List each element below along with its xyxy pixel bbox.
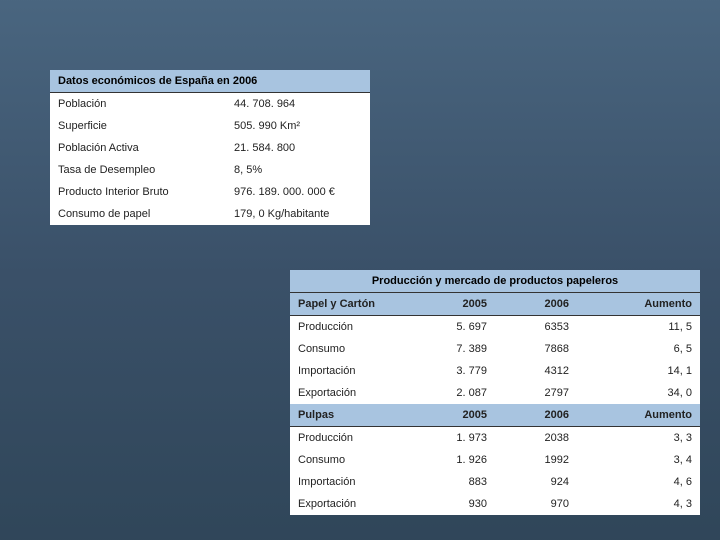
table2-title: Producción y mercado de productos papele…: [290, 270, 700, 293]
table1-body: Población44. 708. 964 Superficie505. 990…: [50, 93, 370, 226]
table-row: Producto Interior Bruto976. 189. 000. 00…: [50, 181, 370, 203]
table-row: Importación3. 779431214, 1: [290, 360, 700, 382]
table-row: Consumo de papel179, 0 Kg/habitante: [50, 203, 370, 225]
table-row: Producción5. 697635311, 5: [290, 316, 700, 339]
table1-title: Datos económicos de España en 2006: [50, 70, 370, 93]
table-row: Importación8839244, 6: [290, 471, 700, 493]
table-row: Consumo1. 92619923, 4: [290, 449, 700, 471]
section-header-pulpas: Pulpas 2005 2006 Aumento: [290, 404, 700, 427]
table-row: Producción1. 97320383, 3: [290, 427, 700, 450]
section-header-papel: Papel y Cartón 2005 2006 Aumento: [290, 293, 700, 316]
table-row: Exportación9309704, 3: [290, 493, 700, 515]
table-row: Exportación2. 087279734, 0: [290, 382, 700, 404]
table-row: Población Activa21. 584. 800: [50, 137, 370, 159]
table-row: Consumo7. 38978686, 5: [290, 338, 700, 360]
table-row: Tasa de Desempleo8, 5%: [50, 159, 370, 181]
table-row: Población44. 708. 964: [50, 93, 370, 116]
production-market-table: Producción y mercado de productos papele…: [290, 270, 700, 515]
table-row: Superficie505. 990 Km²: [50, 115, 370, 137]
economic-data-table: Datos económicos de España en 2006 Pobla…: [50, 70, 370, 225]
